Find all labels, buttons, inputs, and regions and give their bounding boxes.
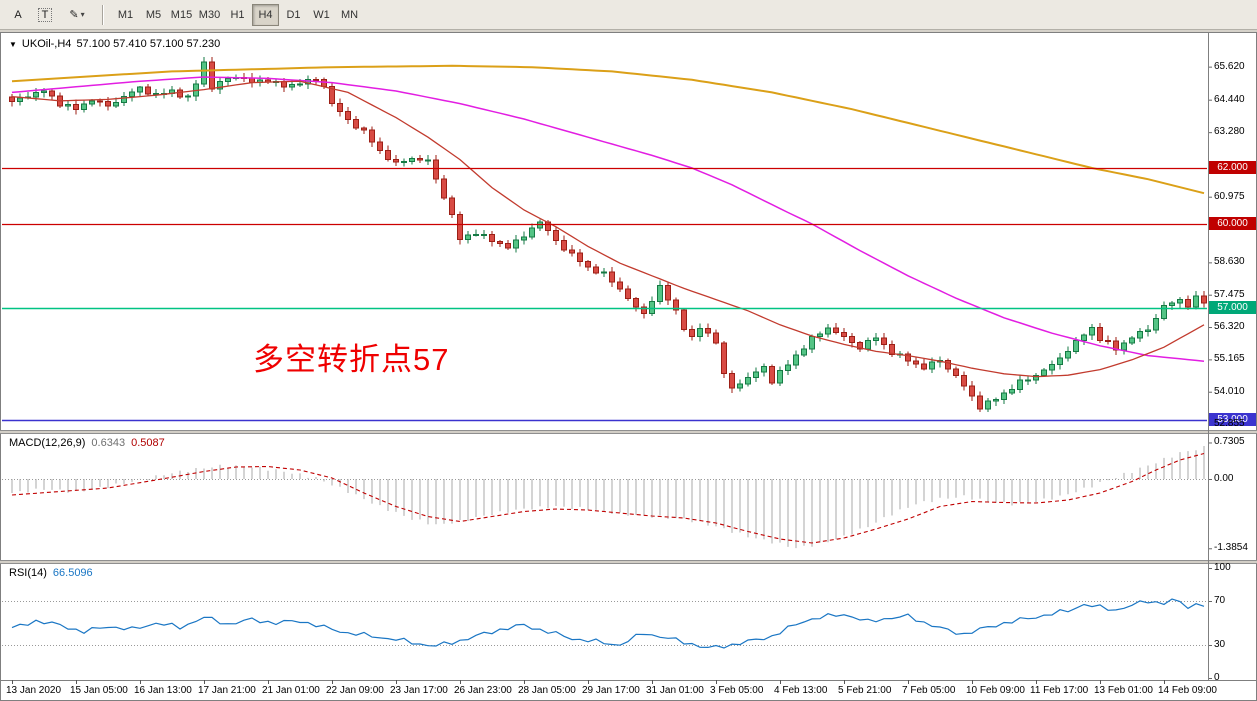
text-tool-button[interactable]: T — [33, 4, 57, 26]
timeframe-d1-button[interactable]: D1 — [280, 4, 307, 26]
chart-dropdown-icon[interactable]: ▼ — [9, 39, 17, 49]
timeframe-m1-button[interactable]: M1 — [112, 4, 139, 26]
chart-symbol-period: UKOil-,H4 — [21, 38, 72, 50]
rsi-value: 66.5096 — [52, 567, 93, 579]
ma-slow-orange — [11, 64, 1205, 195]
macd-name: MACD(12,26,9) — [9, 437, 86, 449]
timeframe-h1-button[interactable]: H1 — [224, 4, 251, 26]
chart-ohlc-values: 57.100 57.410 57.100 57.230 — [76, 38, 221, 50]
timeframe-toolbar: M1 M5 M15 M30 H1 H4 D1 W1 MN — [112, 3, 363, 26]
chart-window — [0, 32, 1257, 701]
drawing-tool-dropdown[interactable]: ✎ ▾ — [60, 4, 94, 26]
timeframe-m15-button[interactable]: M15 — [168, 4, 195, 26]
rsi-name: RSI(14) — [9, 567, 47, 579]
macd-main-value: 0.6343 — [91, 437, 126, 449]
timeframe-m30-button[interactable]: M30 — [196, 4, 223, 26]
macd-signal-value: 0.5087 — [131, 437, 165, 449]
rsi-indicator-label: RSI(14) 66.5096 — [9, 567, 93, 579]
toolbar-separator — [102, 4, 104, 25]
chevron-down-icon: ▾ — [80, 10, 85, 19]
text-tool-icon: T — [37, 7, 53, 22]
ma-mid-magenta — [11, 76, 1205, 362]
timeframe-w1-button[interactable]: W1 — [308, 4, 335, 26]
timeframe-mn-button[interactable]: MN — [336, 4, 363, 26]
cursor-tool-button[interactable]: A — [6, 4, 30, 26]
pencil-icon: ✎ — [69, 9, 79, 21]
chart-title: ▼ UKOil-,H4 57.100 57.410 57.100 57.230 — [9, 38, 220, 50]
timeframe-m5-button[interactable]: M5 — [140, 4, 167, 26]
chart-annotation-text[interactable]: 多空转折点57 — [253, 342, 450, 377]
timeframe-h4-button[interactable]: H4 — [252, 3, 279, 26]
top-toolbar: A T ✎ ▾ M1 M5 M15 M30 H1 H4 D1 W1 MN — [0, 0, 1257, 30]
ma-fast-red — [11, 80, 1205, 378]
macd-indicator-label: MACD(12,26,9) 0.6343 0.5087 — [9, 437, 165, 449]
